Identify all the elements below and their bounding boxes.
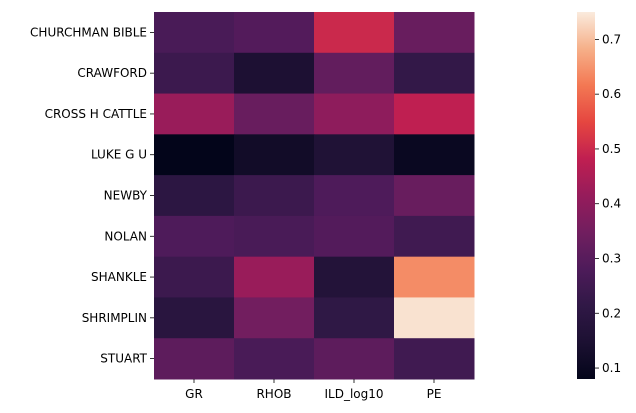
colorbar-tick-label: 0.2 [602,306,621,320]
y-tick-label: NEWBY [104,189,148,203]
colorbar-tick-label: 0.6 [602,87,621,101]
y-tick-label: LUKE G U [91,148,147,162]
heatmap-cell [234,93,315,135]
heatmap-cell [234,175,315,217]
heatmap-cell [154,297,235,339]
y-tick-label: SHANKLE [91,270,147,284]
heatmap-cell [314,175,395,217]
heatmap-cell [394,134,475,176]
heatmap-cell [234,338,315,380]
heatmap-cell [314,215,395,258]
heatmap-cell [314,256,395,298]
x-tick-label: RHOB [256,387,291,401]
colorbar-tick-label: 0.5 [602,142,621,156]
heatmap-cell [314,134,395,176]
heatmap-cell [154,175,235,217]
heatmap-cell [314,297,395,339]
colorbar-tick-label: 0.3 [602,251,621,265]
y-tick-label: NOLAN [104,229,147,243]
heatmap-cell [154,215,235,258]
x-tick-label: PE [427,387,442,401]
heatmap-cell [314,338,395,380]
colorbar-ticks: 0.1 0.2 0.3 0.4 0.5 0.6 0.7 [595,32,621,375]
heatmap-cell [154,338,235,380]
y-tick-label: CHURCHMAN BIBLE [30,25,147,39]
heatmap-cell [154,93,235,135]
heatmap-cell [154,12,235,54]
heatmap-cell [394,256,475,298]
heatmap-cell [234,297,315,339]
heatmap-cell [394,338,475,380]
heatmap-cell [234,134,315,176]
heatmap-cell [394,93,475,135]
y-tick-label: SHRIMPLIN [82,311,147,325]
x-tick-label: GR [185,387,203,401]
heatmap-cells [154,12,475,380]
heatmap-cell [234,215,315,258]
colorbar-tick-label: 0.7 [602,32,621,46]
colorbar-tick-label: 0.1 [602,361,621,375]
heatmap-cell [314,93,395,135]
heatmap-cell [154,52,235,95]
heatmap-cell [154,256,235,298]
x-tick-label: ILD_log10 [324,387,383,401]
heatmap-cell [394,175,475,217]
x-tick-labels: GR RHOB ILD_log10 PE [185,379,441,401]
heatmap-cell [394,52,475,95]
heatmap-cell [234,256,315,298]
heatmap-cell [394,12,475,54]
colorbar-tick-label: 0.4 [602,197,621,211]
heatmap-cell [394,297,475,339]
y-tick-labels: CHURCHMAN BIBLE CRAWFORD CROSS H CATTLE LUK… [30,25,154,366]
heatmap-cell [314,52,395,95]
y-tick-label: STUART [100,352,147,366]
heatmap-cell [394,215,475,258]
heatmap-cell [234,12,315,54]
heatmap-cell [154,134,235,176]
y-tick-label: CRAWFORD [77,66,147,80]
heatmap-cell [234,52,315,95]
colorbar [577,12,595,379]
heatmap-cell [314,12,395,54]
y-tick-label: CROSS H CATTLE [45,107,147,121]
